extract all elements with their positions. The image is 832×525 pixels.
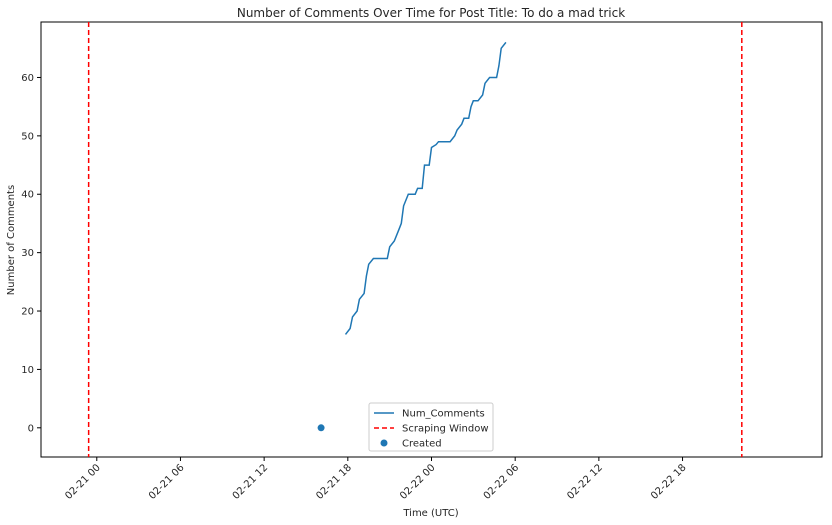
y-tick-label: 40 [21, 190, 34, 201]
axes-frame [40, 21, 823, 458]
y-tick-label: 20 [21, 307, 34, 318]
y-tick-label: 30 [21, 248, 34, 259]
x-tick-label: 02-22 12 [565, 462, 605, 502]
legend-label: Created [402, 439, 442, 450]
x-tick-label: 02-21 18 [314, 462, 354, 502]
legend: Num_Comments Scraping Window Created [368, 402, 494, 452]
y-tick-label: 50 [21, 131, 34, 142]
created-point [317, 424, 325, 432]
x-tick-label: 02-22 06 [482, 462, 522, 502]
legend-box [368, 402, 494, 452]
legend-swatch-created [380, 439, 388, 447]
x-axis-label: Time (UTC) [402, 508, 458, 519]
series-line-num-comments [344, 41, 507, 335]
x-tick-label: 02-22 00 [398, 462, 438, 502]
legend-label: Scraping Window [402, 424, 489, 435]
legend-label: Num_Comments [402, 409, 485, 420]
y-tick-label: 10 [21, 365, 34, 376]
x-tick-label: 02-21 12 [231, 462, 271, 502]
x-tick-label: 02-21 00 [63, 462, 103, 502]
x-tick-label: 02-21 06 [147, 462, 187, 502]
y-axis-label: Number of Comments [6, 185, 17, 295]
y-tick-label: 60 [21, 73, 34, 84]
chart-title: Number of Comments Over Time for Post Ti… [237, 6, 625, 20]
x-tick-label: 02-22 18 [649, 462, 689, 502]
y-tick-label: 0 [28, 423, 34, 434]
